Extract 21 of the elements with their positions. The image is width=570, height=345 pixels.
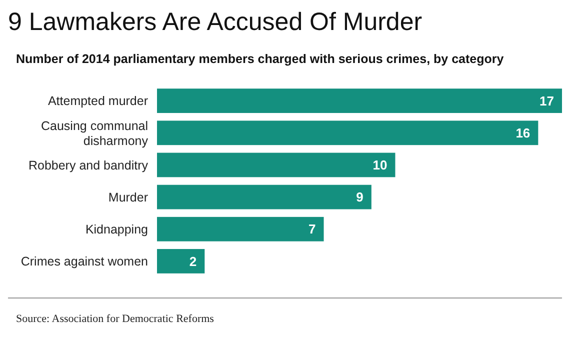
- y-tick-label: Attempted murder: [48, 94, 148, 108]
- data-label: 7: [308, 222, 316, 237]
- bar: [157, 88, 562, 113]
- chart-subtitle: Number of 2014 parliamentary members charged with serious crimes, by category: [16, 52, 504, 66]
- bar: [157, 249, 205, 274]
- data-label: 17: [540, 93, 554, 108]
- data-label: 10: [372, 158, 388, 173]
- data-label: 16: [516, 125, 530, 140]
- y-tick-label: Crimes against women: [20, 254, 148, 269]
- data-label: 2: [189, 254, 197, 269]
- data-label: 9: [356, 190, 364, 205]
- bar: [157, 184, 372, 210]
- bar: [157, 152, 396, 178]
- y-tick-label: Robbery and banditry: [28, 158, 149, 172]
- bar: [157, 216, 324, 242]
- bar: [157, 120, 538, 146]
- source-note: Source: Association for Democratic Reforms: [16, 313, 214, 325]
- chart-title: 9 Lawmakers Are Accused Of Murder: [8, 8, 422, 36]
- y-tick-label: Causing communal disharmony: [41, 118, 149, 148]
- y-tick-label: Kidnapping: [85, 222, 148, 236]
- y-tick-label: Murder: [108, 190, 148, 204]
